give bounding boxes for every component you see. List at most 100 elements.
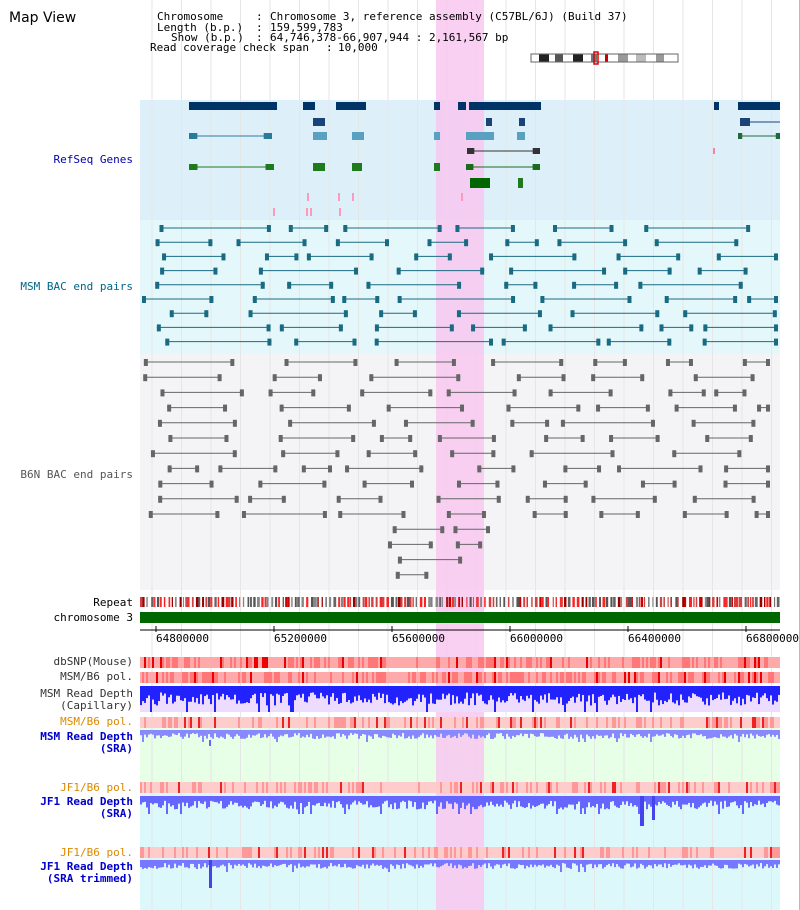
depth-bar bbox=[286, 796, 288, 808]
polymorphism-cell bbox=[174, 717, 176, 728]
gene-exon bbox=[517, 132, 525, 140]
polymorphism-cell bbox=[566, 657, 568, 668]
depth-bar bbox=[562, 686, 564, 705]
polymorphism-cell bbox=[276, 657, 278, 668]
depth-bar bbox=[620, 730, 622, 734]
depth-bar bbox=[498, 796, 500, 807]
depth-bar bbox=[198, 796, 200, 802]
polymorphism-cell bbox=[332, 717, 334, 728]
depth-bar bbox=[628, 686, 630, 700]
depth-bar bbox=[384, 686, 386, 704]
depth-bar bbox=[234, 730, 236, 737]
depth-bar bbox=[576, 686, 578, 698]
bac-end bbox=[397, 556, 402, 564]
bac-end bbox=[143, 359, 148, 366]
polymorphism-cell bbox=[158, 847, 160, 858]
polymorphism-cell bbox=[666, 657, 668, 668]
polymorphism-cell bbox=[318, 657, 320, 668]
depth-bar bbox=[242, 730, 244, 739]
polymorphism-cell bbox=[226, 717, 228, 728]
depth-bar bbox=[386, 686, 388, 695]
polymorphism-cell bbox=[632, 672, 634, 683]
depth-bar bbox=[586, 860, 588, 865]
depth-bar bbox=[536, 860, 538, 867]
depth-bar bbox=[510, 686, 512, 694]
depth-bar bbox=[180, 796, 182, 814]
depth-bar bbox=[706, 860, 708, 868]
polymorphism-cell bbox=[510, 672, 512, 683]
polymorphism-cell bbox=[182, 717, 184, 728]
polymorphism-cell bbox=[284, 657, 286, 668]
polymorphism-cell bbox=[764, 672, 766, 683]
depth-bar bbox=[478, 730, 480, 736]
polymorphism-cell bbox=[422, 782, 424, 793]
polymorphism-cell bbox=[328, 847, 330, 858]
chromosome-colon: : bbox=[256, 10, 263, 23]
polymorphism-cell bbox=[768, 782, 770, 793]
coverage-colon: : bbox=[326, 41, 333, 54]
polymorphism-cell bbox=[694, 782, 696, 793]
polymorphism-cell bbox=[680, 782, 682, 793]
depth-bar bbox=[398, 860, 400, 866]
depth-bar bbox=[390, 796, 392, 805]
polymorphism-cell bbox=[492, 717, 494, 728]
depth-bar bbox=[252, 686, 254, 695]
repeat-block bbox=[285, 597, 288, 607]
depth-bar bbox=[672, 860, 674, 866]
depth-bar bbox=[220, 860, 222, 866]
depth-bar bbox=[678, 860, 680, 864]
polymorphism-cell bbox=[366, 847, 368, 858]
depth-bar bbox=[550, 796, 552, 801]
polymorphism-cell bbox=[776, 717, 778, 728]
depth-bar bbox=[324, 796, 326, 803]
depth-bar bbox=[376, 796, 378, 807]
polymorphism-cell bbox=[442, 782, 444, 793]
depth-bar bbox=[572, 686, 574, 697]
polymorphism-cell bbox=[760, 717, 762, 728]
bac-end bbox=[746, 225, 751, 232]
repeat-block bbox=[744, 597, 747, 607]
polymorphism-cell bbox=[614, 847, 616, 858]
bac-end bbox=[597, 465, 602, 473]
bac-end bbox=[638, 281, 643, 289]
depth-bar bbox=[456, 860, 458, 869]
polymorphism-cell bbox=[446, 657, 448, 668]
bac-end bbox=[453, 526, 458, 534]
depth-bar bbox=[378, 860, 380, 866]
polymorphism-cell bbox=[234, 847, 236, 858]
polymorphism-cell bbox=[180, 672, 182, 683]
depth-bar bbox=[272, 686, 274, 696]
polymorphism-cell bbox=[314, 672, 316, 683]
polymorphism-cell bbox=[578, 717, 580, 728]
ideogram-band bbox=[597, 54, 605, 62]
depth-bar bbox=[682, 796, 684, 805]
polymorphism-cell bbox=[580, 672, 582, 683]
depth-bar bbox=[748, 686, 750, 696]
bac-end bbox=[343, 225, 348, 232]
depth-bar bbox=[702, 860, 704, 867]
bac-end bbox=[616, 253, 621, 261]
polymorphism-cell bbox=[660, 672, 662, 683]
depth-bar bbox=[152, 796, 154, 805]
depth-bar bbox=[192, 796, 194, 806]
polymorphism-cell bbox=[204, 657, 206, 668]
depth-bar bbox=[716, 730, 718, 738]
depth-bar bbox=[656, 730, 658, 735]
depth-bar bbox=[566, 860, 568, 868]
polymorphism-cell bbox=[296, 782, 298, 793]
depth-bar bbox=[184, 796, 186, 807]
bac-end bbox=[460, 404, 465, 412]
repeat-block bbox=[301, 597, 304, 607]
repeat-block bbox=[699, 597, 702, 607]
depth-bar bbox=[316, 796, 318, 804]
polymorphism-cell bbox=[438, 657, 440, 668]
depth-bar bbox=[590, 796, 592, 808]
bac-end bbox=[774, 296, 778, 303]
polymorphism-cell bbox=[502, 717, 504, 728]
polymorphism-cell bbox=[762, 657, 764, 668]
repeat-block bbox=[693, 597, 695, 607]
depth-bar bbox=[328, 686, 330, 705]
depth-bar bbox=[282, 796, 284, 803]
depth-bar bbox=[728, 860, 730, 869]
